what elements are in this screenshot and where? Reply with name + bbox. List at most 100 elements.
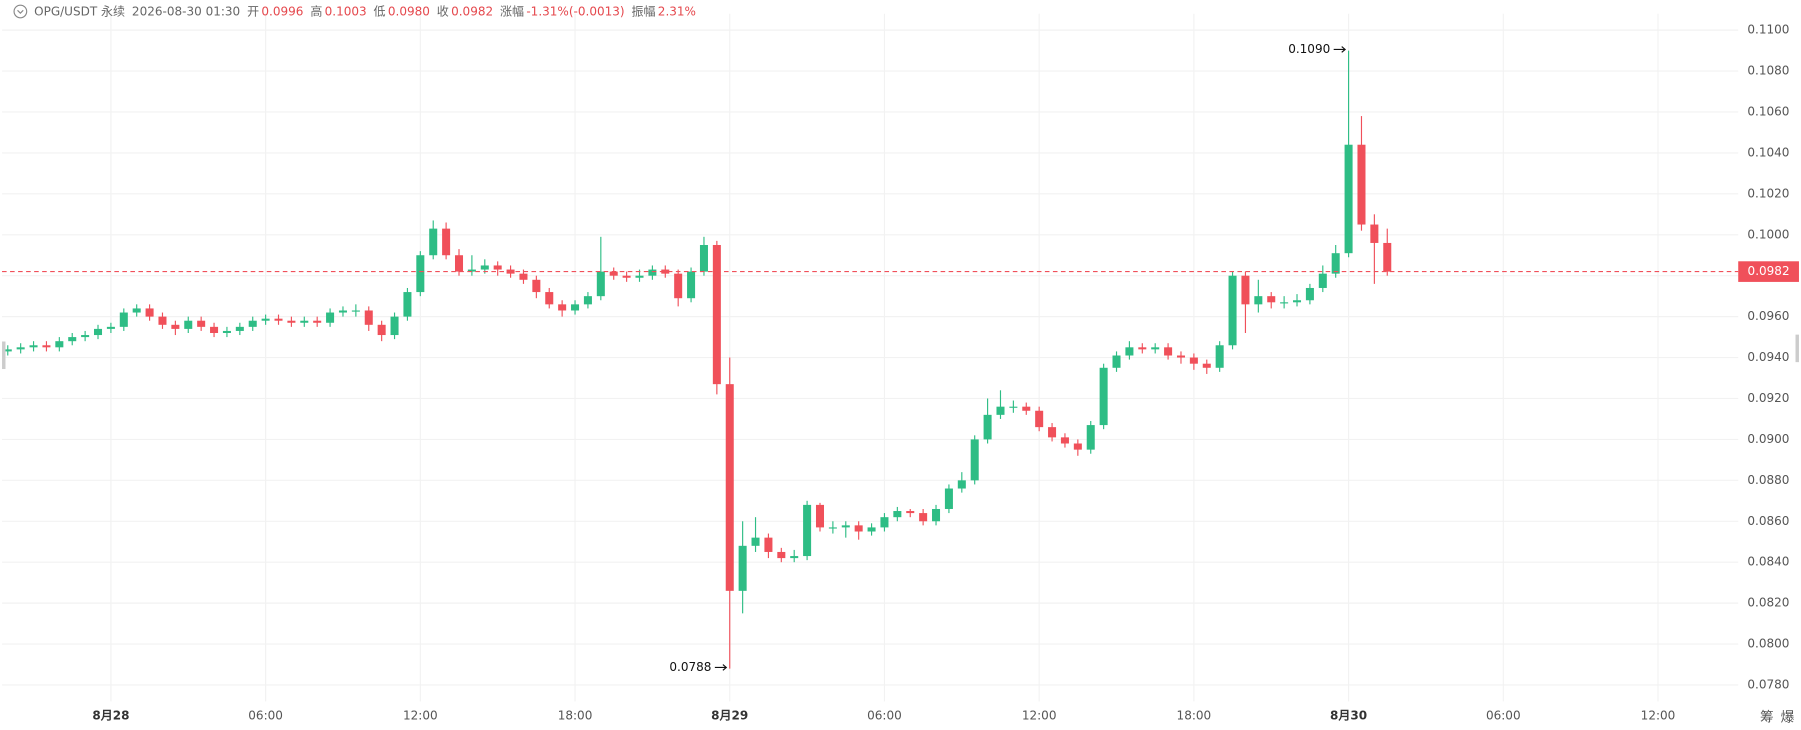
candle-body [1357, 144, 1366, 225]
candle-body [957, 480, 966, 489]
candle-body [1099, 367, 1108, 426]
collapse-icon[interactable] [13, 4, 28, 19]
candle-body [932, 508, 941, 522]
y-tick-label: 0.1000 [1747, 227, 1789, 241]
candle-body [1305, 287, 1314, 301]
candle-body [893, 511, 902, 518]
candle-body [880, 517, 889, 528]
candle-body [235, 326, 244, 331]
left-handle[interactable] [2, 341, 6, 370]
candle-body [1383, 242, 1392, 272]
candle-body [403, 292, 412, 317]
grid [2, 13, 1739, 702]
candle-body [68, 337, 77, 342]
y-tick-label: 0.0880 [1747, 473, 1789, 487]
chips-tool[interactable]: 筹 [1760, 708, 1774, 725]
candle-body [106, 326, 115, 329]
y-tick-label: 0.0940 [1747, 350, 1789, 364]
candle-body [777, 551, 786, 559]
candle-body [29, 345, 38, 348]
candle-body [1241, 275, 1250, 305]
candle-body [828, 527, 837, 529]
candle-body [197, 320, 206, 327]
min-annotation-arrow [714, 664, 728, 671]
candle-body [55, 341, 64, 348]
candle-body [1293, 300, 1302, 303]
candle-body [1125, 347, 1134, 356]
y-tick-label: 0.0960 [1747, 309, 1789, 323]
change-label: 涨幅 [500, 3, 524, 18]
candle-body [1202, 363, 1211, 368]
candle-body [648, 269, 657, 276]
candle-body [1022, 406, 1031, 411]
candle-body [1318, 273, 1327, 288]
candle-body [210, 326, 219, 333]
candle-body [919, 513, 928, 522]
open-label: 开 [247, 4, 259, 18]
candle-body [699, 244, 708, 272]
candle-body [764, 537, 773, 552]
x-tick-label: 06:00 [867, 709, 902, 723]
candle-body [519, 273, 528, 280]
candle-body [622, 275, 631, 278]
candle-body [429, 228, 438, 256]
max-annotation-label: 0.1090 [1288, 42, 1330, 56]
candle-body [338, 310, 347, 313]
amplitude-label: 振幅 [631, 3, 655, 18]
ohlc-header: OPG/USDT 永续 2026-08-30 01:30 开 0.0996 高 0.100… [34, 3, 696, 18]
candle-body [1048, 427, 1057, 438]
candle-body [222, 330, 231, 333]
x-tick-label: 8月29 [711, 709, 748, 723]
candle-body [1086, 425, 1095, 450]
symbol: OPG/USDT 永续 [34, 4, 125, 18]
candle-body [1164, 347, 1173, 356]
candle-body [287, 320, 296, 323]
candle-body [944, 488, 953, 509]
open-value: 0.0996 [261, 4, 303, 18]
candle-body [854, 525, 863, 532]
candle-body [725, 384, 734, 591]
candle-body [1060, 437, 1069, 444]
candle-body [274, 318, 283, 321]
high-label: 高 [310, 3, 322, 18]
candle-body [571, 304, 580, 311]
candle-body [532, 279, 541, 293]
right-handle[interactable] [1795, 334, 1799, 363]
candle-body [906, 511, 915, 514]
candle-body [351, 310, 360, 312]
x-tick-label: 18:00 [558, 709, 593, 723]
y-tick-label: 0.1060 [1747, 104, 1789, 118]
candle-body [1254, 296, 1263, 305]
x-tick-label: 8月30 [1330, 709, 1367, 723]
candle-body [1176, 355, 1185, 358]
candle-body [145, 308, 154, 317]
candle-body [42, 345, 51, 348]
candle-body [1073, 443, 1082, 450]
candle-body [132, 308, 141, 313]
candle-body [1267, 296, 1276, 303]
candle-body [261, 318, 270, 321]
y-tick-label: 0.0860 [1747, 514, 1789, 528]
y-tick-label: 0.0820 [1747, 596, 1789, 610]
candle-body [738, 545, 747, 591]
candle-body [313, 320, 322, 323]
max-annotation-arrow [1333, 46, 1347, 53]
candle-body [983, 414, 992, 440]
candle-body [81, 335, 90, 338]
candle-body [248, 320, 257, 327]
liquidation-tool[interactable]: 爆 [1781, 709, 1795, 725]
y-tick-label: 0.1020 [1747, 186, 1789, 200]
candle-body [1228, 275, 1237, 346]
y-tick-label: 0.1040 [1747, 145, 1789, 159]
candle-body [661, 269, 670, 274]
candle-body [480, 265, 489, 270]
time: 2026-08-30 01:30 [132, 4, 240, 18]
candle-body [970, 439, 979, 481]
candle-body [1189, 357, 1198, 364]
min-annotation-label: 0.0788 [669, 660, 711, 674]
candle-body [454, 255, 464, 272]
candle-body [803, 504, 812, 557]
candle-body [609, 271, 618, 276]
